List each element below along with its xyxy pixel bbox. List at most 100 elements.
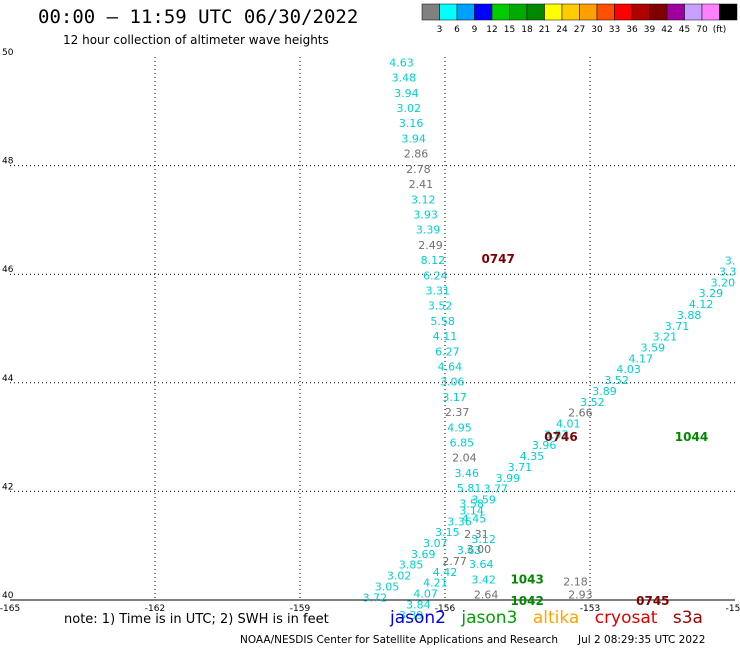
swh-value-label: 3.00 <box>467 543 492 556</box>
swh-value-label: 3.02 <box>387 570 412 583</box>
swh-value-label: 3.59 <box>641 342 666 355</box>
swh-value-label: 3.84 <box>406 598 431 611</box>
swh-value-label: 3.52 <box>428 300 453 313</box>
swh-value-label: 2.18 <box>563 576 588 589</box>
swh-value-label: 3.89 <box>592 385 617 398</box>
y-tick-label: 40 <box>2 591 14 601</box>
swh-value-label: 3.96 <box>532 439 557 452</box>
swh-value-label: 3.63 <box>457 544 482 557</box>
swh-value-label: 3.77 <box>484 483 509 496</box>
swh-value-label: 3.85 <box>399 559 424 572</box>
swh-value-label: 3.93 <box>413 208 438 221</box>
track-B: 3.3.33.203.294.123.883.713.213.594.174.0… <box>363 255 737 605</box>
swh-value-label: 3.97 <box>544 428 569 441</box>
swh-value-label: 3.58 <box>459 497 484 510</box>
swh-value-label: 3.39 <box>399 609 424 622</box>
colorbar-label: (ft) <box>713 25 727 35</box>
footnote: note: 1) Time is in UTC; 2) SWH is in fe… <box>64 612 329 627</box>
swh-value-label: 3.64 <box>469 558 494 571</box>
grid: -165 -162 -159 -156 -153 -15 40 42 44 46 48 50 <box>0 48 740 614</box>
colorbar-label: 6 <box>454 25 460 35</box>
swh-value-label: 6.27 <box>435 345 460 358</box>
pass-time-label: 1043 <box>510 572 543 586</box>
swh-value-label: 2.64 <box>474 589 499 602</box>
swh-value-label: 6.85 <box>450 437 475 450</box>
pass-time-label: 0746 <box>544 430 577 444</box>
swh-value-label: 3.06 <box>440 376 465 389</box>
swh-value-label: 3.12 <box>471 533 496 546</box>
swh-value-label: 3.52 <box>604 374 629 387</box>
colorbar-label: 36 <box>626 25 638 35</box>
colorbar-swatch <box>719 3 738 21</box>
swh-value-label: 4.07 <box>413 587 438 600</box>
swh-value-label: 2.41 <box>409 178 434 191</box>
swh-value-label: 3.05 <box>375 580 400 593</box>
colorbar-label: 21 <box>539 25 550 35</box>
swh-value-label: 4.01 <box>556 418 581 431</box>
satellite-label-altika: altika <box>532 608 580 628</box>
swh-value-label: 3.46 <box>455 467 480 480</box>
satellite-label-jason3: jason3 <box>461 608 518 628</box>
swh-value-label: 3.88 <box>677 309 702 322</box>
x-tick-label: -162 <box>145 604 165 614</box>
swh-value-label: 3.12 <box>411 193 436 206</box>
x-tick-label: -156 <box>435 604 456 614</box>
swh-value-label: 3.02 <box>397 102 422 115</box>
colorbar-label: 33 <box>609 25 620 35</box>
swh-value-label: 3.72 <box>363 591 388 604</box>
satellite-label-jason2: jason2 <box>390 608 446 628</box>
pass-time-label: 0747 <box>481 252 514 266</box>
swh-value-label: 3.71 <box>665 320 690 333</box>
swh-value-label: 2.31 <box>464 528 489 541</box>
swh-value-label: 3.29 <box>699 287 724 300</box>
swh-value-label: 3.36 <box>447 515 472 528</box>
colorbar-label: 30 <box>591 25 603 35</box>
pass-time-label: 1044 <box>675 430 708 444</box>
swh-value-label: 3.39 <box>416 224 441 237</box>
colorbar-label: 3 <box>437 25 443 35</box>
swh-value-label: 2.77 <box>442 555 467 568</box>
swh-value-label: 3.94 <box>401 132 426 145</box>
colorbar-label: 42 <box>661 25 672 35</box>
colorbar-label: 24 <box>556 25 568 35</box>
satellite-label-cryosat: cryosat <box>594 608 658 628</box>
swh-value-label: 3.42 <box>471 573 496 586</box>
swh-value-label: 3.52 <box>580 396 605 409</box>
swh-value-label: 2.37 <box>445 406 470 419</box>
swh-value-label: 3.48 <box>392 72 417 85</box>
swh-value-label: 3.15 <box>435 526 460 539</box>
track-A: 4.63 3.48 3.94 3.02 3.16 3.94 2.86 2.78 2.41 3.12… <box>389 56 498 601</box>
colorbar-label: 45 <box>679 25 690 35</box>
swh-value-label: 3.31 <box>426 284 451 297</box>
x-tick-label: -165 <box>0 604 20 614</box>
y-tick-label: 42 <box>2 482 13 492</box>
swh-value-label: 4.63 <box>389 56 414 69</box>
x-tick-label: -15 <box>726 604 740 614</box>
swh-value-label: 4.17 <box>629 352 654 365</box>
swh-value-label: 5.81 <box>457 482 482 495</box>
chart-title: 00:00 – 11:59 UTC 06/30/2022 <box>38 6 359 28</box>
satellite-label-s3a: s3a <box>672 608 703 628</box>
swh-value-label: 2.86 <box>404 148 429 161</box>
y-tick-label: 44 <box>2 374 14 384</box>
swh-value-label: 4.11 <box>433 330 458 343</box>
pass-time-label: 1042 <box>510 594 543 608</box>
swh-value-label: 3.3 <box>719 265 737 278</box>
swh-value-label: 8.12 <box>421 254 446 267</box>
colorbar-label: 18 <box>521 25 533 35</box>
swh-value-label: 4.95 <box>447 421 472 434</box>
swh-value-label: 4.35 <box>520 450 545 463</box>
swh-value-label: 2.04 <box>452 452 477 465</box>
colorbar-legend: 3 6 9 12 15 18 21 24 27 30 33 36 39 42 45 70 (ft) <box>421 3 738 35</box>
swh-value-label: 4.42 <box>433 566 458 579</box>
colorbar-label: 39 <box>644 25 656 35</box>
x-tick-label: -153 <box>580 604 600 614</box>
swh-value-label: 4.64 <box>438 361 463 374</box>
swh-value-label: 3.16 <box>399 117 424 130</box>
swh-value-label: 4.21 <box>423 577 448 590</box>
x-tick-label: -159 <box>290 604 311 614</box>
pass-time-label: 0745 <box>636 594 669 608</box>
swh-value-label: 3.14 <box>459 504 484 517</box>
swh-value-label: 3.07 <box>423 537 448 550</box>
swh-value-label: 3.21 <box>653 331 678 344</box>
